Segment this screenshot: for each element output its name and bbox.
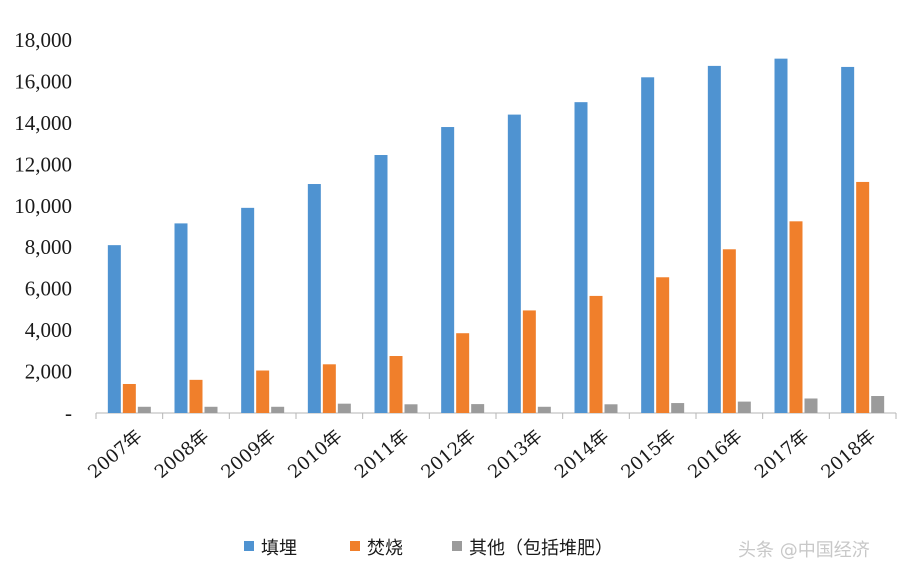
x-tick-label: 2015年 (617, 426, 679, 483)
watermark-text: 头条 @中国经济 (738, 540, 870, 561)
legend-swatch (244, 541, 254, 551)
bar-series-1 (122, 383, 136, 413)
bar-series-1 (789, 221, 803, 413)
bars (107, 58, 885, 414)
x-tick-label: 2012年 (417, 426, 479, 483)
bar-series-2 (471, 404, 485, 413)
bar-series-2 (871, 396, 885, 413)
bar-series-1 (322, 364, 336, 413)
bar-series-0 (774, 58, 788, 414)
y-tick-label: 16,000 (14, 69, 72, 93)
bar-series-1 (856, 181, 870, 413)
x-tick-label: 2007年 (84, 426, 146, 483)
x-tick-label: 2016年 (684, 426, 746, 483)
bar-series-2 (537, 406, 551, 413)
bar-series-0 (307, 184, 321, 413)
bar-series-0 (174, 223, 188, 413)
bar-series-1 (189, 379, 203, 413)
bar-series-1 (722, 249, 736, 413)
bar-series-0 (574, 102, 588, 414)
y-tick-label: 4,000 (25, 318, 72, 342)
bar-series-2 (271, 406, 285, 413)
x-tick-label: 2014年 (551, 426, 613, 483)
bar-series-0 (507, 114, 521, 413)
bar-series-1 (522, 310, 536, 413)
bar-series-0 (241, 207, 255, 413)
y-tick-label: 12,000 (14, 152, 72, 176)
bar-series-0 (707, 65, 721, 414)
bar-series-0 (374, 155, 388, 413)
bar-series-1 (589, 295, 603, 413)
bar-series-0 (107, 245, 121, 413)
bar-series-2 (404, 404, 418, 413)
bar-series-2 (804, 398, 818, 413)
bar-series-1 (456, 333, 470, 413)
legend-swatch (452, 541, 462, 551)
y-tick-label: 10,000 (14, 194, 72, 218)
bar-series-2 (337, 403, 351, 413)
x-tick-label: 2009年 (217, 426, 279, 483)
bar-series-0 (841, 66, 855, 413)
bar-series-0 (441, 127, 455, 414)
x-tick-label: 2018年 (817, 426, 879, 483)
x-tick-label: 2010年 (284, 426, 346, 483)
y-tick-label: 2,000 (25, 360, 72, 384)
legend-label: 填埋 (261, 538, 297, 559)
bar-series-2 (137, 406, 151, 413)
y-tick-label: - (65, 401, 72, 425)
bar-series-2 (204, 406, 218, 413)
bar-series-1 (389, 356, 403, 413)
bar-series-1 (256, 370, 270, 413)
legend: 填埋 焚烧 其他（包括堆肥） (244, 538, 613, 559)
x-axis: 2007年 2008年 2009年 2010年 2011年 2012年 2013年 2014年… (84, 412, 897, 483)
x-tick-label: 2011年 (351, 426, 413, 483)
bar-series-2 (671, 403, 685, 413)
x-tick-label: 2013年 (484, 426, 546, 483)
y-tick-label: 8,000 (25, 235, 72, 259)
y-axis: - 2,000 4,000 6,000 8,000 10,000 12,000 14,000 1… (14, 28, 72, 425)
legend-swatch (350, 541, 360, 551)
legend-label: 焚烧 (367, 538, 403, 559)
y-tick-label: 14,000 (14, 111, 72, 135)
bar-series-0 (641, 77, 655, 414)
x-tick-label: 2008年 (151, 426, 213, 483)
y-tick-label: 18,000 (14, 28, 72, 52)
bar-series-1 (656, 277, 670, 413)
bar-series-2 (604, 404, 618, 413)
bar-series-2 (737, 401, 751, 413)
legend-label: 其他（包括堆肥） (469, 538, 613, 559)
y-tick-label: 6,000 (25, 277, 72, 301)
x-tick-label: 2017年 (751, 426, 813, 483)
